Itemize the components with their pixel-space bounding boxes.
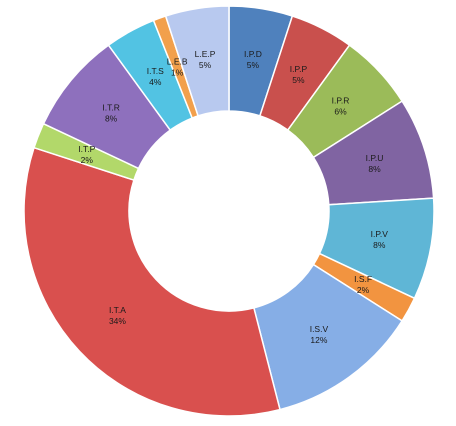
segment-label: I.S.V (310, 324, 329, 334)
value-label: 4% (149, 77, 162, 87)
value-label: 8% (373, 240, 386, 250)
value-label: 8% (368, 164, 381, 174)
donut-segment (164, 5, 230, 117)
value-label: 5% (199, 60, 212, 70)
segment-label: I.S.F (354, 274, 372, 284)
value-label: 5% (247, 60, 260, 70)
value-label: 5% (292, 75, 305, 85)
segment-label: I.P.P (290, 64, 308, 74)
segment-label: I.T.P (78, 144, 95, 154)
segment-label: I.P.V (371, 229, 389, 239)
value-label: 2% (357, 285, 370, 295)
value-label: 6% (334, 107, 347, 117)
segment-label: I.P.D (244, 49, 262, 59)
segment-label: I.T.R (102, 103, 119, 113)
segment-label: L.E.P (195, 49, 216, 59)
value-label: 8% (105, 114, 118, 124)
value-label: 12% (310, 335, 327, 345)
value-label: 34% (109, 316, 126, 326)
donut-segment (23, 146, 281, 417)
segment-label: L.E.B (167, 56, 188, 66)
segment-label: I.P.U (366, 153, 384, 163)
segment-label: I.P.R (332, 96, 350, 106)
value-label: 1% (171, 67, 184, 77)
segment-label: I.T.S (147, 66, 164, 76)
value-label: 2% (81, 155, 94, 165)
segment-label: I.T.A (109, 305, 126, 315)
